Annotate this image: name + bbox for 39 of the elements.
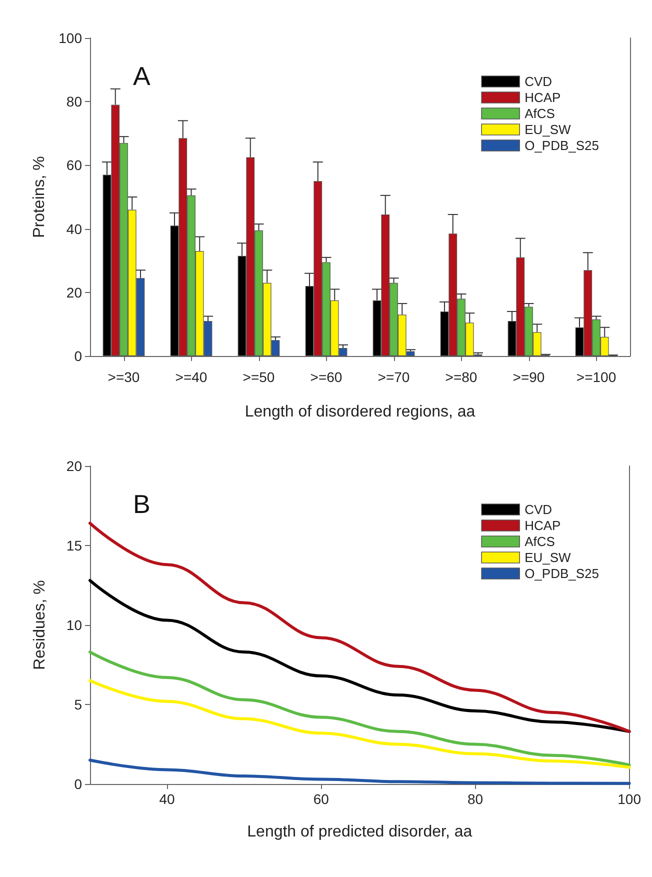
legend-label: EU_SW [524, 122, 572, 137]
y-tick-label: 100 [58, 30, 82, 46]
x-tick-label: >=30 [108, 369, 140, 385]
x-axis-title: Length of predicted disorder, aa [247, 824, 472, 840]
x-tick-label: >=90 [512, 369, 545, 385]
y-tick-label: 40 [66, 220, 82, 237]
legend-label: O_PDB_S25 [524, 138, 600, 153]
x-tick-label: >=80 [445, 369, 478, 385]
y-axis-title: Proteins, % [31, 156, 48, 238]
x-tick-label: 80 [467, 791, 484, 807]
x-tick-label: 100 [618, 791, 642, 807]
x-tick-label: >=100 [576, 369, 616, 385]
y-tick-label: 15 [66, 538, 82, 554]
x-tick-label: >=40 [175, 369, 208, 385]
y-tick-label: 10 [66, 617, 82, 633]
legend-label: CVD [524, 74, 552, 89]
legend-label: EU_SW [524, 550, 572, 565]
x-tick-label: >=60 [310, 369, 342, 385]
x-tick-label: 40 [159, 791, 176, 807]
x-tick-label: >=50 [242, 369, 275, 385]
legend-label: O_PDB_S25 [524, 566, 600, 581]
legend-label: CVD [524, 502, 552, 517]
x-tick-label: >=70 [378, 369, 410, 385]
legend-label: HCAP [524, 90, 561, 105]
y-tick-label: 60 [66, 157, 82, 174]
legend-label: AfCS [524, 106, 556, 121]
y-tick-label: 0 [74, 348, 82, 364]
y-axis-title: Residues, % [32, 580, 48, 670]
legend-label: HCAP [524, 518, 561, 533]
legend-label: AfCS [524, 534, 556, 549]
y-tick-label: 20 [66, 458, 82, 474]
y-tick-label: 0 [74, 776, 82, 792]
text: B [133, 489, 150, 519]
y-tick-label: 20 [66, 284, 82, 300]
x-axis-title: Length of disordered regions, aa [244, 404, 476, 420]
y-tick-label: 80 [66, 94, 82, 110]
x-tick-label: 60 [313, 791, 330, 807]
text: A [133, 61, 151, 91]
y-tick-label: 5 [74, 696, 82, 712]
